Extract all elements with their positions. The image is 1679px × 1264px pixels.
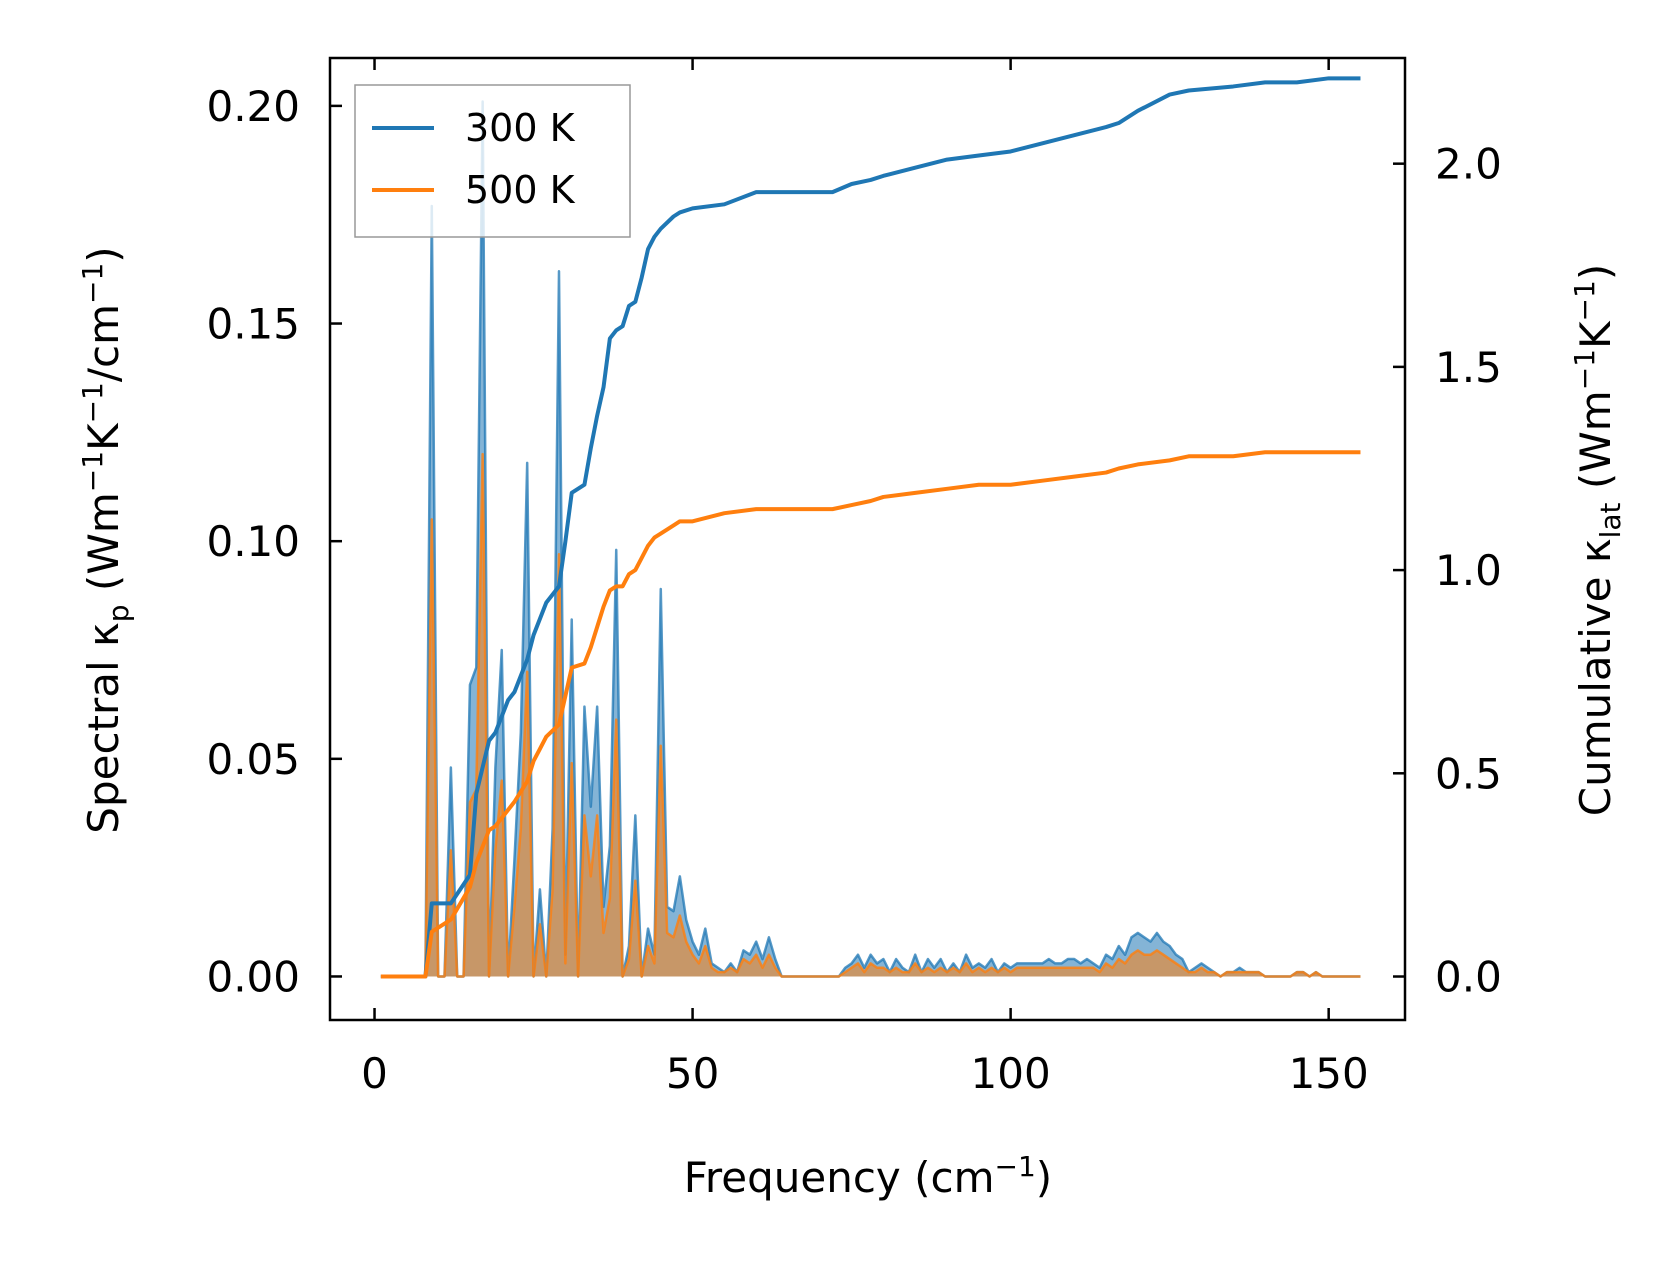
y-right-title-p3: K	[1571, 320, 1620, 349]
y-right-title-p4: )	[1571, 264, 1620, 280]
y-left-title-p3: K	[79, 422, 128, 451]
cumulative-line-300k	[380, 76, 1361, 979]
x-axis-title-tail: )	[1036, 1153, 1052, 1202]
y-right-title-sup1: −1	[1568, 349, 1601, 390]
y-left-title-sub: p	[102, 604, 135, 622]
y-left-axis-title: Spectral κp (Wm−1K−1/cm−1)	[76, 246, 135, 833]
x-tick-label: 50	[666, 1049, 719, 1098]
y-left-title-p1: Spectral κ	[79, 622, 128, 834]
spectral-fill-layer	[380, 100, 1361, 978]
y-right-title-p1: Cumulative κ	[1571, 538, 1620, 816]
legend-label-500k: 500 K	[465, 168, 576, 212]
x-axis-title-main: Frequency (cm	[684, 1153, 995, 1202]
legend-box	[354, 84, 631, 238]
y-left-tick-label: 0.20	[206, 82, 300, 131]
ticks-layer: 0 50 100 150 0.00 0.05 0.10 0.15 0.20 0.0 0.5 1.0 1.…	[206, 58, 1502, 1098]
y-left-tick-label: 0.10	[206, 517, 300, 566]
y-right-axis-title: Cumulative κlat (Wm−1K−1)	[1568, 264, 1627, 816]
y-left-title-sup2: −1	[76, 382, 109, 423]
spectral-area-500k	[380, 454, 1361, 977]
y-right-title-sub: lat	[1594, 502, 1627, 538]
y-left-title-p5: )	[79, 246, 128, 262]
y-right-title-sup2: −1	[1568, 280, 1601, 321]
axes-frame	[328, 56, 1407, 1022]
plot-area	[380, 76, 1361, 979]
y-left-title-p2: (Wm	[79, 492, 128, 604]
y-right-tick-label: 2.0	[1435, 140, 1502, 189]
legend: 300 K 500 K	[354, 84, 631, 238]
y-left-title-sup1: −1	[76, 451, 109, 492]
x-tick-label: 100	[971, 1049, 1051, 1098]
y-left-tick-label: 0.05	[206, 735, 300, 784]
y-left-title-p4: /cm	[79, 304, 128, 382]
x-tick-label: 150	[1289, 1049, 1369, 1098]
y-right-tick-label: 1.0	[1435, 546, 1502, 595]
x-tick-label: 0	[361, 1049, 388, 1098]
y-right-tick-label: 1.5	[1435, 343, 1502, 392]
legend-label-300k: 300 K	[465, 106, 576, 150]
y-left-title-sup3: −1	[76, 263, 109, 304]
cumulative-line-500k	[380, 450, 1361, 979]
cumulative-layer	[380, 76, 1361, 979]
x-axis-title-sup: −1	[995, 1150, 1036, 1183]
y-right-title-p2: (Wm	[1571, 390, 1620, 502]
y-left-tick-label: 0.15	[206, 300, 300, 349]
spectral-edge-500k	[380, 452, 1361, 978]
y-left-tick-label: 0.00	[206, 952, 300, 1001]
y-right-tick-label: 0.5	[1435, 749, 1502, 798]
y-right-tick-label: 0.0	[1435, 953, 1502, 1002]
x-axis-title: Frequency (cm−1)	[684, 1150, 1052, 1202]
